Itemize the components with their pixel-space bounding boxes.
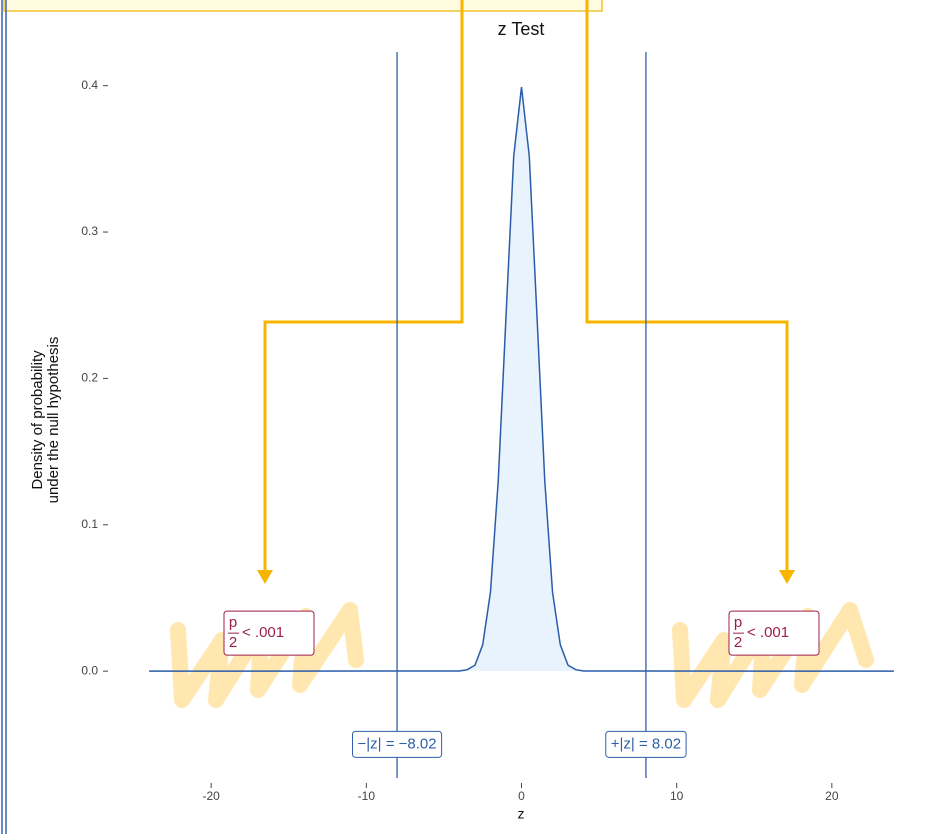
x-tick-label: -10 (358, 789, 376, 803)
x-axis-label: z (518, 806, 525, 822)
p-label: p 2 < .001 (728, 610, 820, 656)
arrow (585, 0, 789, 572)
p-denominator: 2 (229, 634, 237, 651)
z-label-box (352, 730, 443, 758)
z-label: −|z| = −8.02 (352, 730, 443, 758)
p-label-box (728, 610, 820, 656)
arrow-head (257, 570, 273, 584)
x-tick-label: 0 (518, 789, 525, 803)
p-text: < .001 (242, 624, 284, 641)
arrow (263, 0, 464, 572)
x-tick-label: 10 (670, 789, 684, 803)
z-label-text: +|z| = 8.02 (611, 735, 681, 752)
p-numerator: p (229, 614, 237, 631)
arrow-head (779, 570, 795, 584)
y-tick-label: 0.3 (81, 224, 98, 238)
x-tick-label: 20 (825, 789, 839, 803)
y-tick-label: 0.2 (81, 371, 98, 385)
y-tick-label: 0.0 (81, 663, 98, 677)
x-tick-label: -20 (202, 789, 220, 803)
squiggle (170, 602, 364, 708)
p-text: < .001 (747, 624, 789, 641)
y-axis-label-line: under the null hypothesis (45, 337, 62, 504)
z-label-text: −|z| = −8.02 (358, 735, 437, 752)
p-label: p 2 < .001 (223, 610, 315, 656)
p-denominator: 2 (734, 634, 742, 651)
z-label-box (605, 730, 687, 758)
p-label-box (223, 610, 315, 656)
decoration (170, 602, 874, 708)
density-line (149, 87, 894, 672)
y-axis-label-line: Density of probability (29, 350, 46, 490)
highlight-frame (3, 0, 603, 12)
z-label: +|z| = 8.02 (605, 730, 687, 758)
squiggle (672, 602, 874, 708)
y-tick-label: 0.4 (81, 78, 98, 92)
y-axis-label: Density of probability under the null hy… (29, 337, 62, 504)
arrows (263, 0, 789, 572)
density-area (149, 87, 894, 672)
p-numerator: p (734, 614, 742, 631)
chart-title: z Test (498, 19, 545, 39)
y-tick-label: 0.1 (81, 517, 98, 531)
